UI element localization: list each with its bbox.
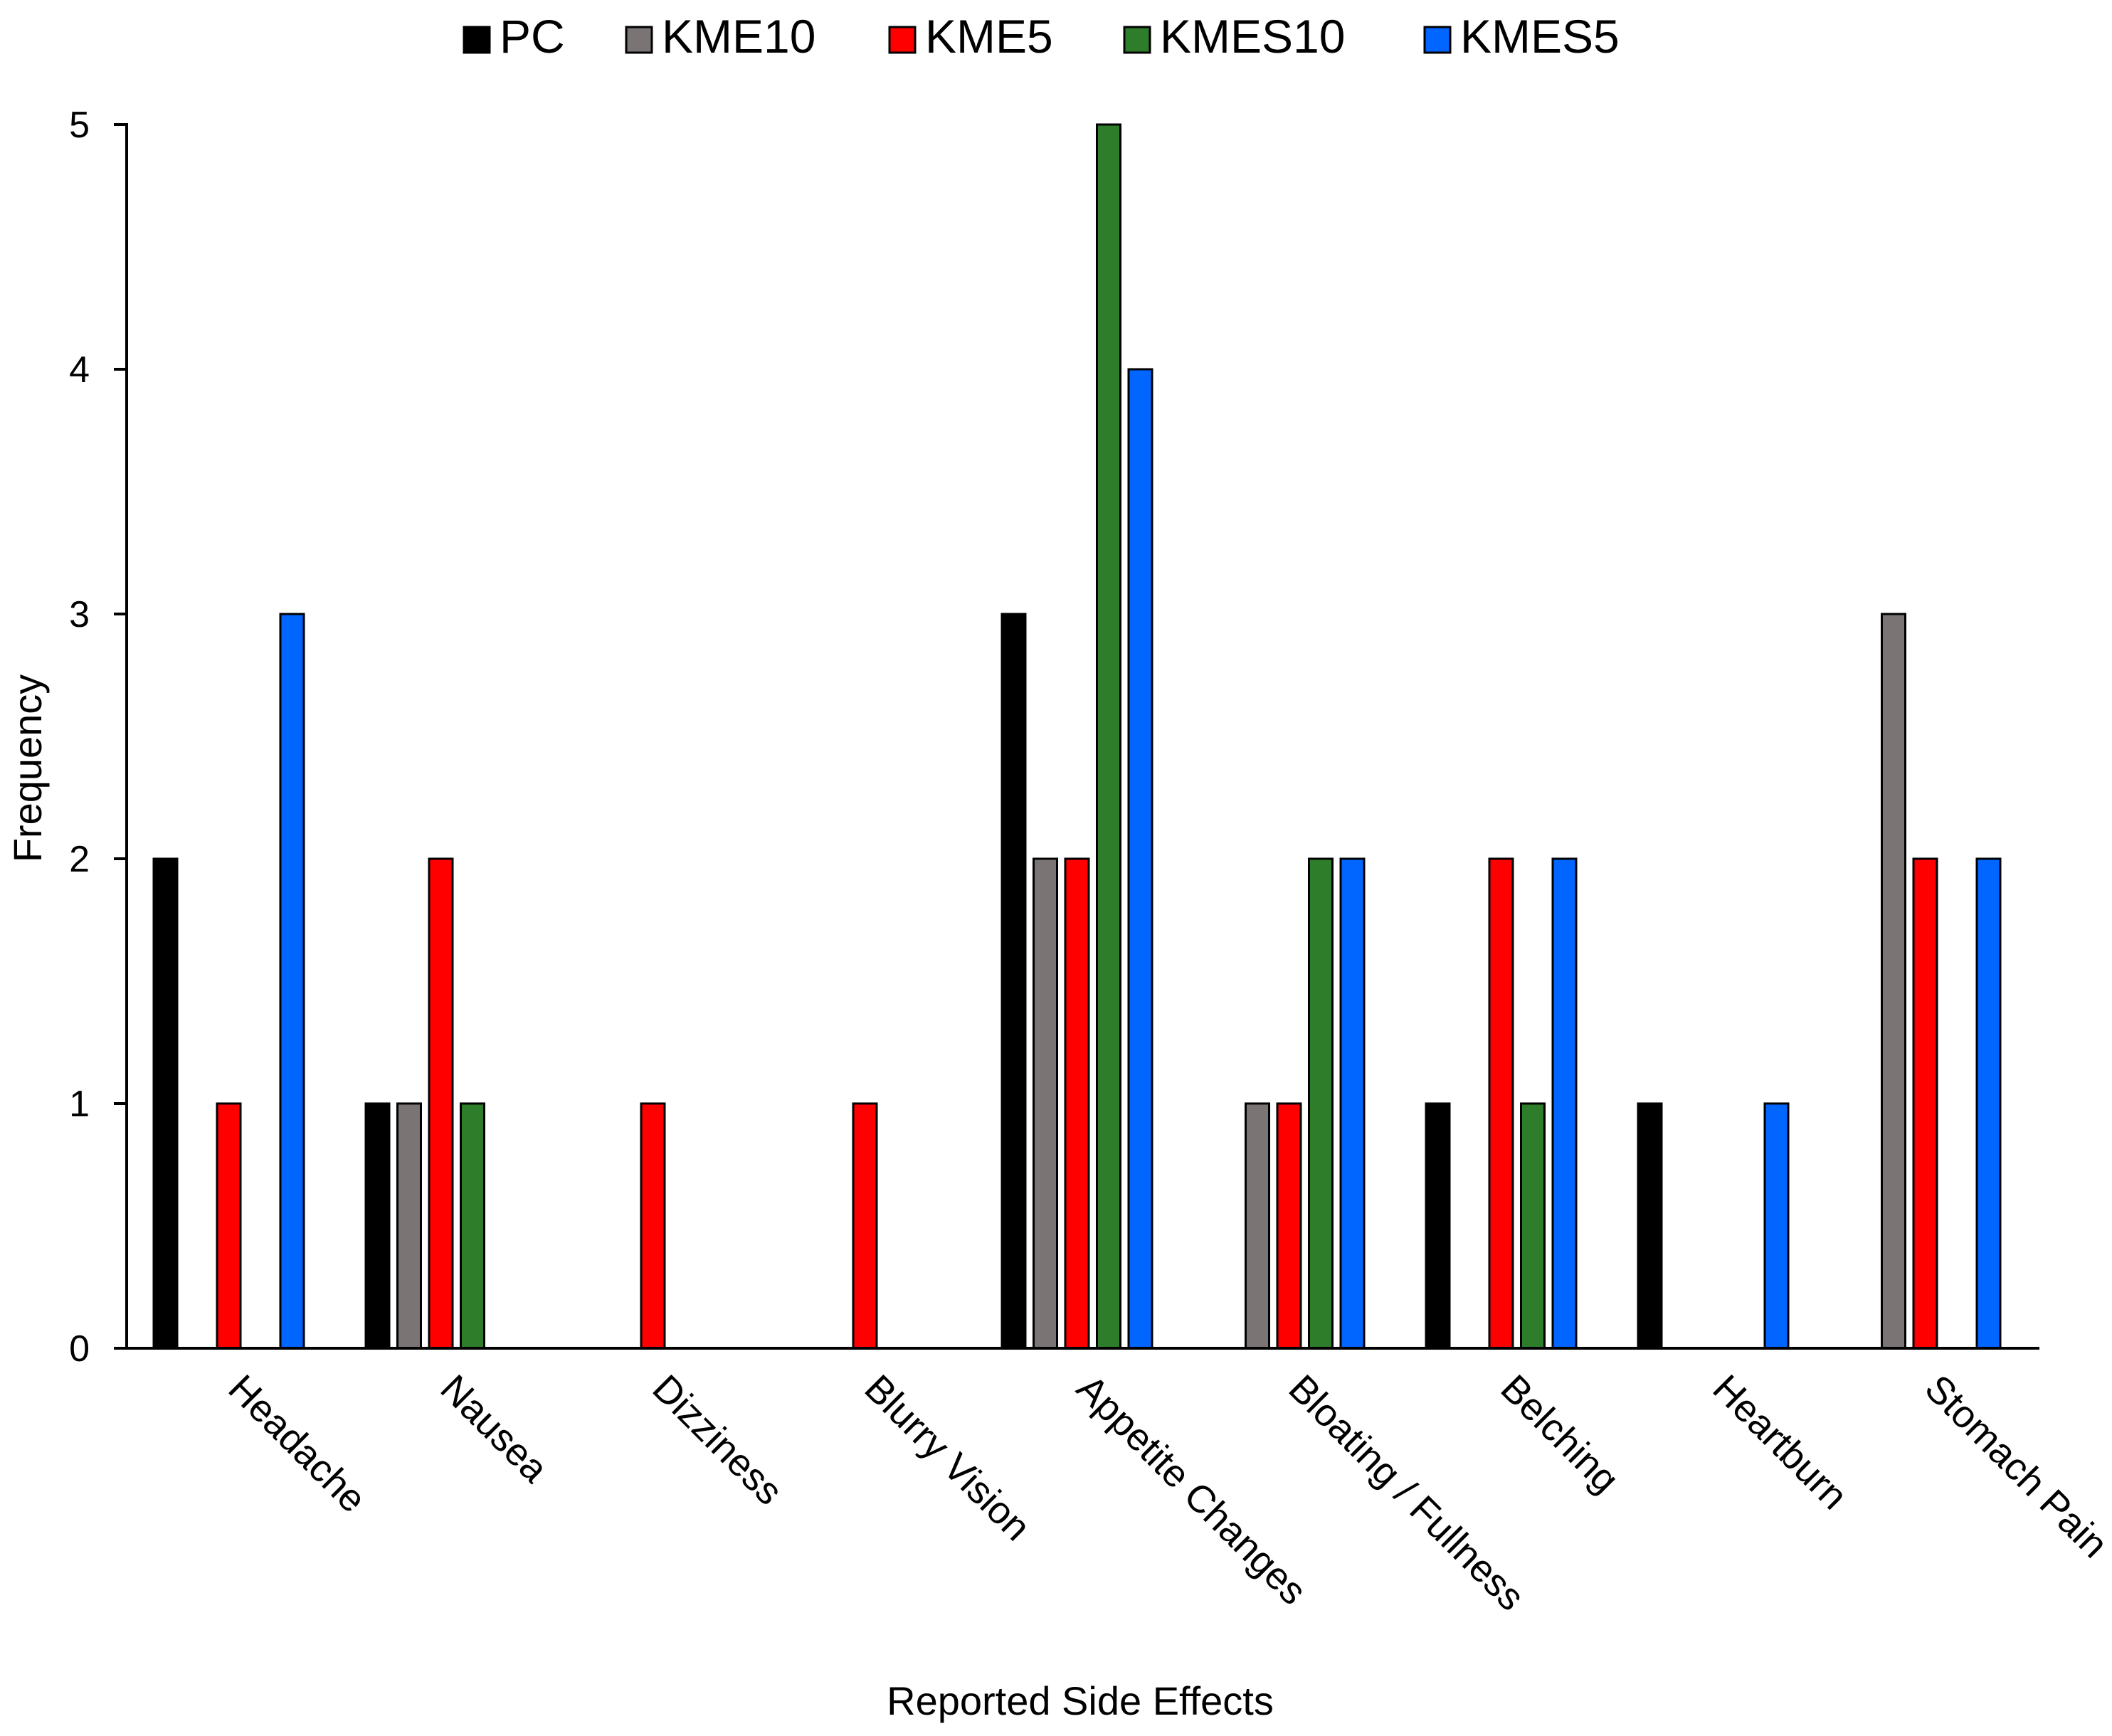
x-category-label: Headache bbox=[221, 1367, 375, 1521]
bar-kmes10-bloating-fullness bbox=[1308, 857, 1334, 1350]
bar-kme5-headache bbox=[216, 1102, 242, 1350]
bar-pc-nausea bbox=[364, 1102, 391, 1350]
bar-kme10-nausea bbox=[396, 1102, 422, 1350]
legend: PC KME10 KME5 KMES10 KMES5 bbox=[463, 10, 1620, 63]
legend-swatch-kme5 bbox=[888, 26, 917, 54]
bar-kme5-nausea bbox=[428, 857, 454, 1350]
x-axis-category-labels: Headache Nausea Dizziness Blurry Vision Appe… bbox=[221, 1367, 2112, 1619]
x-category-label: Dizziness bbox=[645, 1367, 791, 1513]
bar-pc-heartburn bbox=[1637, 1102, 1663, 1350]
bar-kme5-blurry-vision bbox=[852, 1102, 878, 1350]
legend-label-kmes10: KMES10 bbox=[1160, 10, 1345, 63]
bar-kmes10-appetite-changes bbox=[1096, 123, 1121, 1350]
bars bbox=[152, 123, 2002, 1350]
y-axis-ticks: 0 1 2 3 4 5 bbox=[69, 105, 127, 1370]
bar-kmes5-stomach-pain bbox=[1975, 857, 2002, 1350]
x-category-label: Heartburn bbox=[1705, 1367, 1856, 1518]
x-category-label: Stomach Pain bbox=[1917, 1367, 2112, 1566]
y-tick-label: 0 bbox=[69, 1328, 90, 1370]
legend-swatch-kme10 bbox=[625, 26, 653, 54]
y-tick-label: 1 bbox=[69, 1084, 90, 1125]
bar-kmes5-appetite-changes bbox=[1127, 368, 1153, 1350]
axes bbox=[125, 123, 2039, 1350]
x-category-label: Appetite Changes bbox=[1069, 1367, 1315, 1613]
legend-label-kmes5: KMES5 bbox=[1460, 10, 1620, 63]
y-tick-label: 5 bbox=[69, 105, 90, 146]
bar-pc-belching bbox=[1425, 1102, 1451, 1350]
legend-label-kme10: KME10 bbox=[662, 10, 815, 63]
bar-pc-headache bbox=[152, 857, 179, 1350]
bar-kme10-stomach-pain bbox=[1881, 613, 1906, 1350]
y-tick-label: 2 bbox=[69, 839, 90, 880]
legend-label-pc: PC bbox=[500, 10, 565, 63]
bar-kme5-dizziness bbox=[640, 1102, 666, 1350]
x-category-label: Bloating / Fullness bbox=[1281, 1367, 1533, 1619]
bar-kme5-bloating-fullness bbox=[1276, 1102, 1302, 1350]
bar-kmes10-belching bbox=[1520, 1102, 1546, 1350]
legend-swatch-pc bbox=[463, 26, 491, 54]
x-category-label: Blurry Vision bbox=[857, 1367, 1039, 1549]
legend-label-kme5: KME5 bbox=[925, 10, 1053, 63]
bar-kme10-appetite-changes bbox=[1033, 857, 1058, 1350]
y-axis-title: Frequency bbox=[5, 674, 50, 863]
x-axis-title: Reported Side Effects bbox=[887, 1678, 1274, 1723]
y-tick-label: 4 bbox=[69, 349, 90, 391]
bar-kme5-appetite-changes bbox=[1064, 857, 1090, 1350]
x-category-label: Belching bbox=[1493, 1367, 1627, 1501]
legend-swatch-kmes5 bbox=[1423, 26, 1452, 54]
bar-kme5-stomach-pain bbox=[1912, 857, 1938, 1350]
bar-pc-appetite-changes bbox=[1000, 613, 1027, 1350]
bar-kmes10-nausea bbox=[460, 1102, 485, 1350]
bar-kmes5-bloating-fullness bbox=[1339, 857, 1366, 1350]
x-category-label: Nausea bbox=[433, 1367, 557, 1491]
y-tick-label: 3 bbox=[69, 594, 90, 635]
bar-kmes5-headache bbox=[279, 613, 305, 1350]
bar-kme5-belching bbox=[1488, 857, 1514, 1350]
bar-kmes5-heartburn bbox=[1763, 1102, 1790, 1350]
bar-kmes5-belching bbox=[1551, 857, 1578, 1350]
bar-kme10-bloating-fullness bbox=[1245, 1102, 1270, 1350]
legend-swatch-kmes10 bbox=[1123, 26, 1151, 54]
